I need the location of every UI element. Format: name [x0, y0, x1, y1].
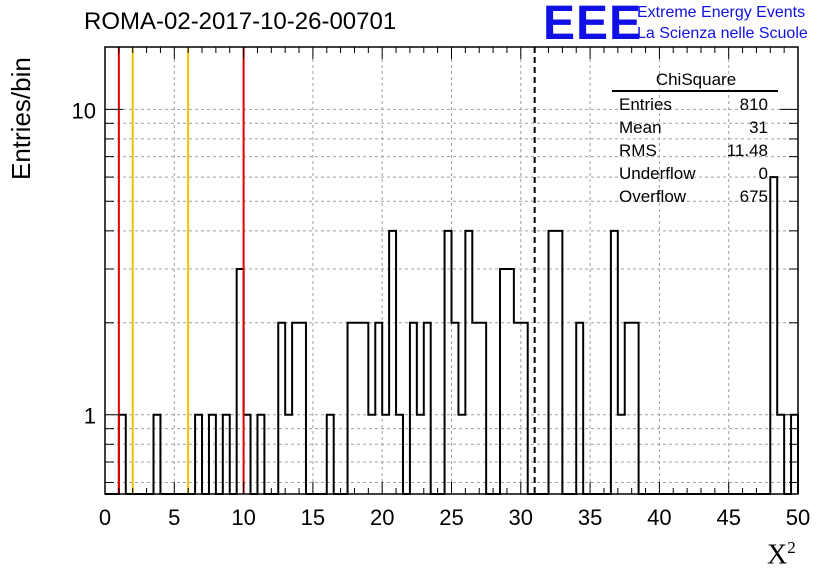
histogram-bin: [576, 323, 583, 494]
stats-label: RMS: [619, 141, 657, 160]
histogram-bin: [237, 269, 244, 494]
histogram-bin: [285, 415, 292, 494]
histogram-bin: [348, 323, 355, 494]
stats-title: ChiSquare: [656, 70, 736, 89]
histogram-bin: [445, 231, 452, 494]
histogram-bin: [209, 415, 216, 494]
histogram-bin: [299, 323, 306, 494]
histogram-bin: [292, 323, 299, 494]
histogram-bin: [472, 323, 479, 494]
stats-label: Mean: [619, 118, 662, 137]
histogram-bin: [195, 415, 202, 494]
histogram-bin: [327, 415, 334, 494]
x-tick-label: 5: [168, 505, 180, 530]
stats-value: 0: [759, 164, 768, 183]
histogram-bin: [611, 231, 618, 494]
x-tick-label: 30: [509, 505, 533, 530]
histogram-bin: [410, 323, 417, 494]
histogram-bin: [777, 415, 784, 494]
histogram-bin: [458, 415, 465, 494]
histogram-bin: [770, 177, 777, 494]
x-tick-label: 15: [301, 505, 325, 530]
histogram-bin: [119, 415, 126, 494]
marker-lines: [117, 47, 536, 494]
y-tick-label: 10: [72, 98, 96, 123]
histogram-bin: [555, 231, 562, 494]
histogram-bin: [396, 415, 403, 494]
brand-line-2: La Scienza nelle Scuole: [637, 25, 808, 42]
chart-title: ROMA-02-2017-10-26-00701: [84, 8, 397, 35]
y-axis-label: Entries/bin: [6, 57, 36, 180]
x-tick-label: 40: [647, 505, 671, 530]
brand-line-1: Extreme Energy Events: [637, 4, 806, 21]
stats-label: Entries: [619, 95, 672, 114]
x-tick-label: 25: [439, 505, 463, 530]
histogram-bin: [154, 415, 161, 494]
histogram-bin: [361, 323, 368, 494]
histogram-bin: [417, 415, 424, 494]
x-tick-label: 35: [578, 505, 602, 530]
histogram-bin: [223, 415, 230, 494]
histogram-bin: [354, 323, 361, 494]
histogram-bin: [257, 415, 264, 494]
stats-label: Overflow: [619, 187, 687, 206]
x-tick-label: 50: [786, 505, 810, 530]
grid-lines: [105, 47, 798, 494]
x-axis-label: X2: [767, 538, 796, 571]
histogram-bin: [389, 231, 396, 494]
histogram-bin: [507, 269, 514, 494]
eee-logo: EEE: [543, 0, 643, 50]
stats-label: Underflow: [619, 164, 696, 183]
x-axis-label-base: X: [767, 539, 788, 571]
histogram-bin: [382, 415, 389, 494]
histogram-bin: [368, 415, 375, 494]
histogram-bin: [549, 231, 556, 494]
histogram-bin: [514, 323, 521, 494]
histogram-bin: [500, 269, 507, 494]
y-tick-label: 1: [84, 404, 96, 429]
histogram-bin: [632, 323, 639, 494]
axes: 0 5 10 15 20 25 30 35 40 45 50 1 10: [72, 46, 810, 530]
histogram-bin: [375, 323, 382, 494]
histogram-bin: [479, 323, 486, 494]
stats-value: 11.48: [727, 141, 768, 160]
x-tick-label: 10: [231, 505, 255, 530]
histogram-bin: [625, 323, 632, 494]
stats-box: ChiSquare Entries 810 Mean 31 RMS 11.48 Underfl…: [612, 70, 778, 206]
x-tick-label: 20: [370, 505, 394, 530]
histogram-bin: [452, 323, 459, 494]
stats-value: 31: [749, 118, 768, 137]
histogram-bin: [244, 415, 251, 494]
x-tick-label: 45: [716, 505, 740, 530]
histogram-bin: [424, 323, 431, 494]
histogram-bin: [521, 323, 528, 494]
histogram-bin: [618, 415, 625, 494]
x-tick-label: 0: [99, 505, 111, 530]
stats-value: 675: [740, 187, 768, 206]
histogram-bin: [278, 323, 285, 494]
histogram-series: [105, 176, 799, 495]
stats-value: 810: [740, 95, 768, 114]
x-axis-label-superscript: 2: [787, 538, 796, 557]
histogram-bin: [465, 231, 472, 494]
